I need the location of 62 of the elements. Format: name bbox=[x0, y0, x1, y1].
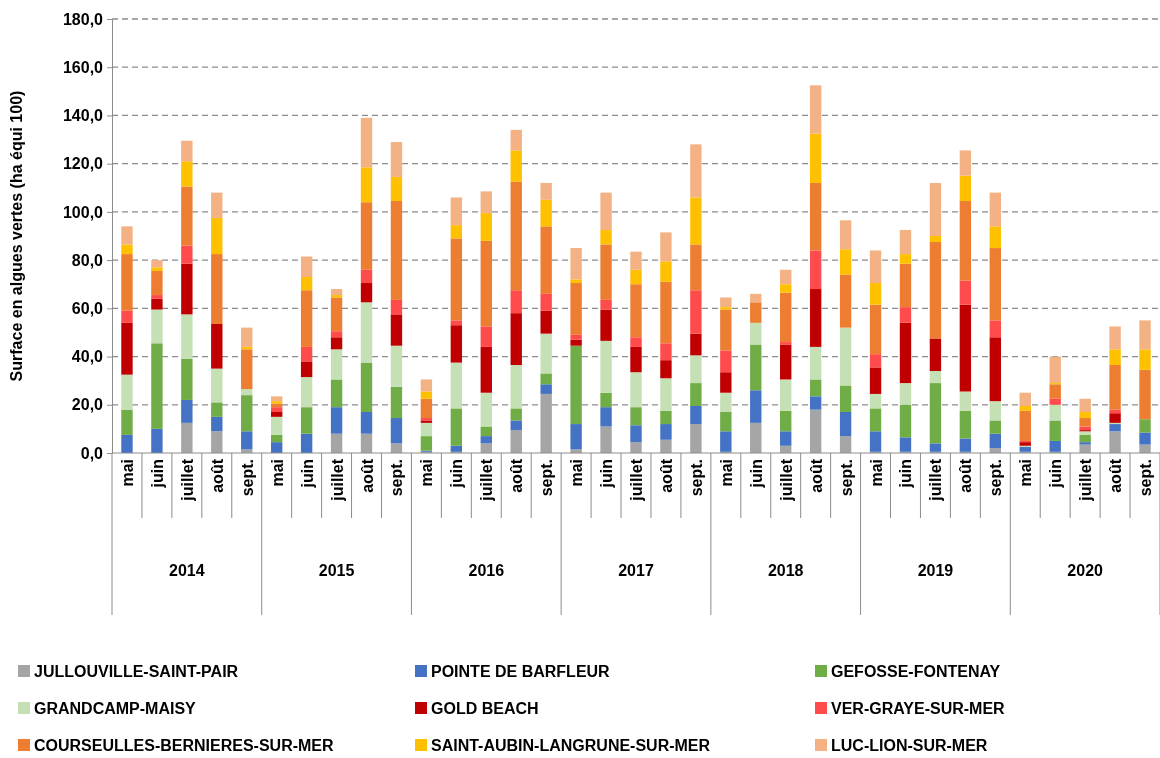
x-tick-label: juin bbox=[747, 459, 765, 489]
x-tick-label: sept. bbox=[837, 459, 855, 497]
y-axis-title: Surface en algues vertes (ha équi 100) bbox=[8, 90, 25, 382]
legend-label: LUC-LION-SUR-MER bbox=[831, 737, 988, 754]
x-tick-label: mai bbox=[268, 459, 286, 487]
y-tick-label: 20,0 bbox=[71, 396, 104, 414]
x-tick-label: août bbox=[358, 458, 376, 493]
legend-label: GOLD BEACH bbox=[431, 700, 539, 717]
x-tick-label: mai bbox=[867, 459, 885, 487]
x-tick-label: juillet bbox=[628, 458, 645, 502]
x-tick-label: mai bbox=[568, 459, 586, 487]
x-tick-label: juin bbox=[598, 459, 616, 489]
legend-label: GEFOSSE-FONTENAY bbox=[831, 663, 1001, 680]
y-tick-label: 180,0 bbox=[62, 10, 104, 28]
x-tick-label: août bbox=[508, 458, 526, 493]
y-tick-label: 140,0 bbox=[62, 107, 104, 125]
x-tick-label: sept. bbox=[687, 459, 705, 497]
text: 2018 bbox=[767, 562, 804, 579]
x-tick-label: sept. bbox=[388, 459, 406, 497]
x-tick-label: août bbox=[807, 458, 825, 493]
x-tick-label: juillet bbox=[927, 458, 945, 502]
x-tick-label: juillet bbox=[328, 458, 346, 502]
legend-label: JULLOUVILLE-SAINT-PAIR bbox=[34, 663, 239, 680]
x-tick-label: sept. bbox=[238, 459, 256, 497]
x-tick-label: juin bbox=[148, 459, 166, 489]
legend-label: VER-GRAYE-SUR-MER bbox=[831, 700, 1006, 717]
legend-label: SAINT-AUBIN-LANGRUNE-SUR-MER bbox=[431, 737, 711, 754]
y-tick-label: 0,0 bbox=[80, 444, 104, 462]
text: 2014 bbox=[169, 562, 205, 579]
x-tick-label: juillet bbox=[1077, 458, 1095, 502]
text: 2020 bbox=[1067, 562, 1104, 579]
y-tick-label: 100,0 bbox=[62, 203, 104, 221]
legend-label: GRANDCAMP-MAISY bbox=[34, 700, 197, 717]
x-tick-label: juillet bbox=[478, 458, 496, 502]
y-tick-label: 40,0 bbox=[71, 348, 104, 366]
x-tick-label: mai bbox=[1017, 459, 1035, 487]
x-tick-label: août bbox=[208, 458, 226, 493]
text: 2015 bbox=[318, 562, 355, 579]
legend-label: POINTE DE BARFLEUR bbox=[431, 663, 611, 680]
x-tick-label: sept. bbox=[1137, 459, 1155, 497]
x-tick-label: mai bbox=[118, 459, 136, 487]
text: 2017 bbox=[618, 562, 654, 579]
x-tick-label: juillet bbox=[777, 458, 795, 502]
y-tick-label: 60,0 bbox=[71, 299, 104, 317]
x-tick-label: août bbox=[1107, 458, 1125, 493]
x-tick-label: mai bbox=[717, 459, 735, 487]
x-tick-label: juin bbox=[1047, 459, 1065, 489]
x-tick-label: sept. bbox=[987, 459, 1005, 497]
y-tick-label: 120,0 bbox=[62, 155, 104, 173]
y-tick-label: 160,0 bbox=[62, 58, 104, 76]
x-tick-label: août bbox=[657, 458, 675, 493]
x-tick-label: juin bbox=[897, 459, 915, 489]
x-tick-label: juin bbox=[448, 459, 466, 489]
x-tick-label: août bbox=[957, 458, 975, 493]
x-tick-label: mai bbox=[418, 459, 436, 487]
x-tick-label: sept. bbox=[538, 459, 556, 497]
text: 2016 bbox=[468, 562, 505, 579]
y-tick-label: 80,0 bbox=[71, 251, 104, 269]
x-tick-label: juin bbox=[298, 459, 316, 489]
x-tick-label: juillet bbox=[178, 458, 196, 502]
legend-label: COURSEULLES-BERNIERES-SUR-MER bbox=[34, 737, 335, 754]
text: 2019 bbox=[917, 562, 954, 579]
